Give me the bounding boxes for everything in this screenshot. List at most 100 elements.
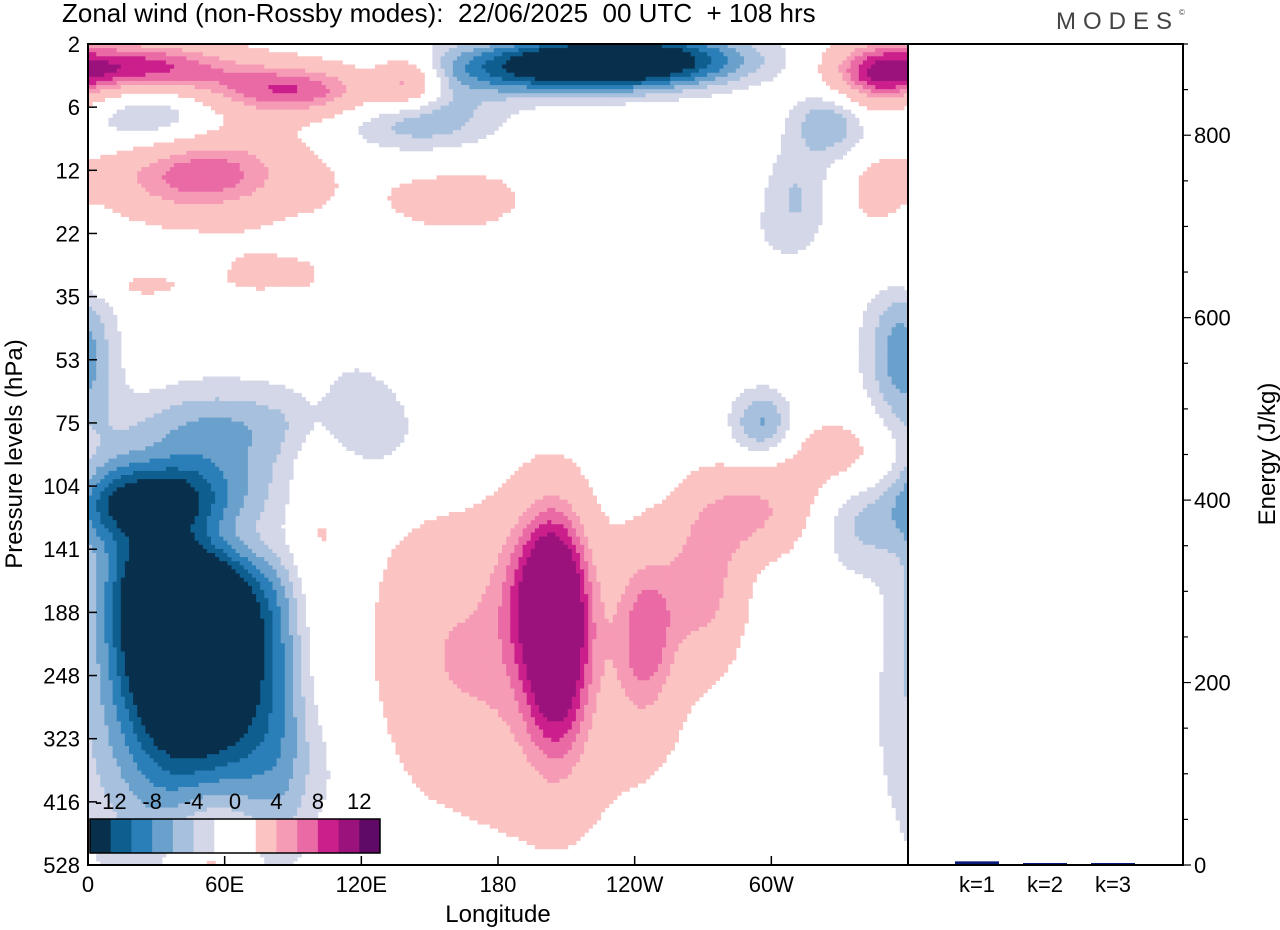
heatmap-cell xyxy=(731,76,737,82)
heatmap-cell xyxy=(227,105,233,111)
heatmap-cell xyxy=(137,187,142,193)
heatmap-cell xyxy=(108,56,114,62)
heatmap-cell xyxy=(202,52,208,57)
heatmap-cell xyxy=(186,171,192,176)
heatmap-cell xyxy=(141,150,146,156)
heatmap-cell xyxy=(280,105,286,111)
heatmap-cell xyxy=(842,48,848,53)
heatmap-cell xyxy=(485,195,491,201)
heatmap-cell xyxy=(149,154,155,160)
heatmap-cell xyxy=(625,93,630,98)
heatmap-cell xyxy=(879,60,884,66)
heatmap-cell xyxy=(137,171,142,176)
heatmap-cell xyxy=(903,163,908,168)
heatmap-cell xyxy=(178,171,183,176)
heatmap-cell xyxy=(215,163,220,168)
heatmap-cell xyxy=(215,109,220,115)
heatmap-cell xyxy=(756,68,761,74)
heatmap-cell xyxy=(514,72,520,78)
heatmap-cell xyxy=(252,175,257,181)
heatmap-cell xyxy=(194,72,200,78)
heatmap-cell xyxy=(801,183,807,189)
heatmap-cell xyxy=(284,68,290,74)
heatmap-cell xyxy=(473,80,479,86)
heatmap-cell xyxy=(489,208,495,213)
heatmap-cell xyxy=(428,195,433,201)
heatmap-cell xyxy=(891,85,897,90)
heatmap-cell xyxy=(457,97,462,103)
heatmap-cell xyxy=(457,216,462,222)
heatmap-cell xyxy=(100,60,105,66)
heatmap-cell xyxy=(186,150,192,156)
heatmap-cell xyxy=(321,76,327,82)
heatmap-cell xyxy=(801,146,807,152)
heatmap-cell xyxy=(104,191,110,197)
heatmap-cell xyxy=(202,60,208,66)
heatmap-cell xyxy=(817,130,823,135)
heatmap-cell xyxy=(452,80,458,86)
heatmap-cell xyxy=(551,44,556,49)
heatmap-cell xyxy=(686,52,692,57)
heatmap-cell xyxy=(797,117,802,123)
heatmap-cell xyxy=(875,167,880,172)
heatmap-cell xyxy=(284,121,290,127)
heatmap-cell xyxy=(268,183,274,189)
heatmap-cell xyxy=(264,64,269,70)
heatmap-cell xyxy=(477,191,483,197)
heatmap-cell xyxy=(682,68,688,74)
heatmap-cell xyxy=(493,204,499,209)
heatmap-cell xyxy=(752,76,757,82)
heatmap-cell xyxy=(473,93,479,98)
heatmap-cell xyxy=(178,48,183,53)
heatmap-cell xyxy=(768,48,774,53)
heatmap-cell xyxy=(879,167,884,172)
heatmap-cell xyxy=(202,167,208,172)
heatmap-cell xyxy=(432,212,438,218)
heatmap-cell xyxy=(493,56,499,62)
heatmap-cell xyxy=(826,109,831,115)
heatmap-cell xyxy=(469,68,474,74)
heatmap-cell xyxy=(539,48,544,53)
heatmap-cell xyxy=(563,68,569,74)
heatmap-cell xyxy=(190,212,196,218)
heatmap-cell xyxy=(88,163,93,168)
heatmap-cell xyxy=(756,56,761,62)
heatmap-cell xyxy=(325,97,331,103)
heatmap-cell xyxy=(834,85,839,90)
heatmap-cell xyxy=(276,60,282,66)
heatmap-cell xyxy=(407,72,413,78)
heatmap-cell xyxy=(452,142,458,148)
heatmap-cell xyxy=(161,191,167,197)
heatmap-cell xyxy=(104,60,110,66)
heatmap-cell xyxy=(231,134,237,140)
heatmap-cell xyxy=(268,109,274,115)
heatmap-cell xyxy=(543,76,548,82)
heatmap-cell xyxy=(612,89,618,94)
heatmap-cell xyxy=(313,191,319,197)
heatmap-cell xyxy=(231,187,237,193)
heatmap-cell xyxy=(379,72,384,78)
heatmap-cell xyxy=(567,48,573,53)
heatmap-cell xyxy=(272,204,278,209)
heatmap-cell xyxy=(190,68,196,74)
heatmap-cell xyxy=(428,208,433,213)
heatmap-cell xyxy=(321,163,327,168)
heatmap-cell xyxy=(317,97,323,103)
heatmap-cell xyxy=(235,72,241,78)
heatmap-cell xyxy=(215,138,220,144)
heatmap-cell xyxy=(329,105,335,111)
heatmap-cell xyxy=(268,171,274,176)
heatmap-cell xyxy=(719,80,725,86)
heatmap-cell xyxy=(268,113,274,119)
heatmap-cell xyxy=(133,146,138,152)
heatmap-cell xyxy=(830,154,835,160)
heatmap-cell xyxy=(297,113,302,119)
heatmap-cell xyxy=(575,68,581,74)
heatmap-cell xyxy=(133,89,138,94)
heatmap-cell xyxy=(317,105,323,111)
heatmap-cell xyxy=(141,191,146,197)
heatmap-cell xyxy=(616,44,622,49)
heatmap-cell xyxy=(891,80,897,86)
heatmap-cell xyxy=(739,64,745,70)
heatmap-cell xyxy=(690,72,696,78)
